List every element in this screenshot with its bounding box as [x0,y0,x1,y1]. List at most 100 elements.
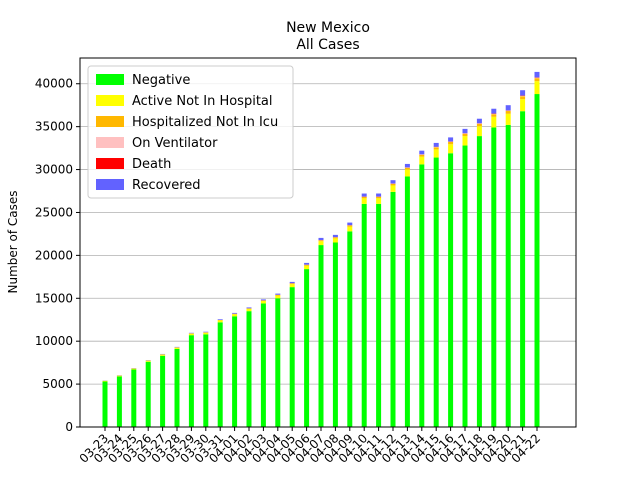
bar-segment [390,185,396,192]
y-tick-label: 20000 [35,248,73,262]
legend-label: Death [132,157,171,172]
bar-segment [332,242,338,427]
bar-segment [404,163,410,168]
bar-segment [217,320,223,323]
bar-segment [304,264,310,266]
y-tick-label: 5000 [42,377,73,391]
bar-segment [203,334,209,427]
bar-segment [419,164,425,427]
bar-segment [505,105,511,111]
bar-segment [347,222,353,226]
bar-segment [332,234,338,238]
legend-swatch [96,137,124,148]
bar-segment [376,196,382,199]
bar-segment [260,303,266,427]
bar-segment [476,123,482,127]
bar-segment [476,136,482,427]
bar-segment [102,380,108,382]
bar-segment [289,284,295,288]
bar-segment [433,147,439,150]
bar-segment [419,156,425,165]
legend-label: Active Not In Hospital [132,94,273,109]
legend-swatch [96,116,124,127]
legend-label: Hospitalized Not In Icu [132,115,278,130]
bar-segment [361,193,367,197]
bar-segment [289,281,295,284]
bar-segment [347,225,353,227]
bar-segment [260,301,266,304]
legend-label: Recovered [132,178,201,193]
y-tick-label: 10000 [35,334,73,348]
bar-segment [491,116,497,128]
bar-segment [160,355,166,427]
bar-segment [232,314,238,317]
bar-segment [505,113,511,125]
bar-segment [404,167,410,170]
bar-segment [419,154,425,157]
bar-segment [534,78,540,82]
y-tick-label: 25000 [35,205,73,219]
bar-segment [404,169,410,177]
bar-segment [534,94,540,427]
bar-segment [188,333,194,336]
bar-segment [131,369,137,427]
y-tick-label: 35000 [35,120,73,134]
bar-segment [390,191,396,427]
bar-segment [332,238,338,243]
bar-segment [462,145,468,428]
y-axis: 0 5000 10000 15000 20000 25000 30000 35000 40000 [35,77,80,434]
bar-segment [304,262,310,265]
bar-segment [462,128,468,134]
bar-segment [347,231,353,427]
plot-frame [79,57,577,428]
bar-segment [260,300,266,302]
bar-segment [232,316,238,427]
legend-swatch [96,74,124,85]
bar-segment [304,265,310,270]
bar-segment [332,237,338,239]
bar-segment [361,203,367,427]
bar-segment [390,180,396,184]
bar-segment [160,354,166,356]
bar-segment [318,245,324,427]
bar-segment [534,81,540,95]
bar-segment [361,196,367,199]
bars [102,71,540,428]
bar-segment [376,198,382,204]
legend-swatch [96,179,124,190]
bar-segment [304,269,310,427]
bar-segment [102,381,108,427]
y-tick-label: 0 [65,420,73,434]
bar-segment [145,361,151,427]
bar-segment [174,348,180,427]
bar-segment [376,203,382,427]
bar-segment [462,133,468,137]
x-axis: 03-2303-2403-2503-2603-2703-2803-2903-30… [77,427,543,466]
bar-segment [289,287,295,427]
bar-segment [347,226,353,232]
bar-segment [289,283,295,285]
bar-segment [203,332,209,335]
bar-segment [275,295,281,299]
legend-box [87,65,294,199]
bar-segment [318,240,324,242]
bar-segment [433,142,439,147]
legend: Negative Active Not In Hospital Hospitaliz… [87,65,294,199]
bar-segment [260,299,266,301]
bar-segment [520,99,526,112]
bar-segment [246,307,252,309]
bar-segment [476,118,482,124]
bar-segment [145,360,151,362]
bar-segment [361,198,367,204]
bar-segment [318,241,324,246]
bar-segment [462,136,468,146]
legend-swatch [96,95,124,106]
bar-segment [188,335,194,427]
bar-segment [520,90,526,96]
bar-segment [448,144,454,154]
bar-segment [275,298,281,427]
bar-segment [520,111,526,427]
bar-segment [505,124,511,428]
bar-segment [217,322,223,427]
